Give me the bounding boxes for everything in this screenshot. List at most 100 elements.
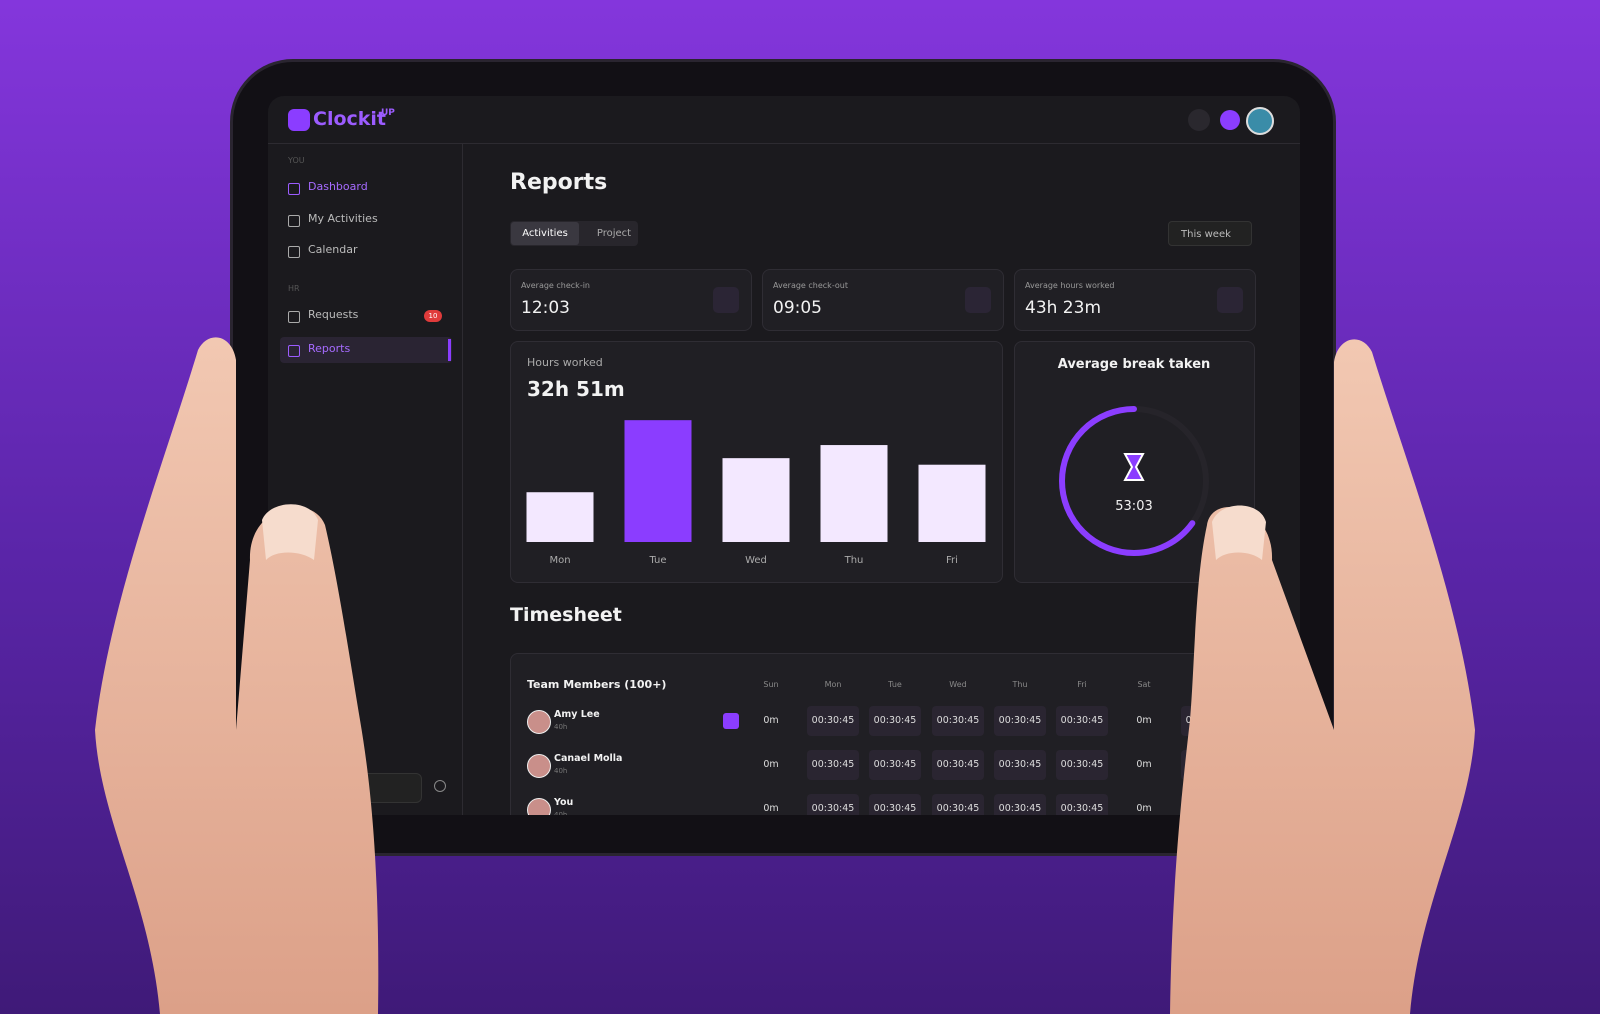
notification-button[interactable]: [1188, 109, 1210, 131]
time-cell: 00:30:45: [1056, 794, 1108, 815]
time-cell: 00:30:45: [869, 750, 921, 780]
stat-label: Average hours worked: [1025, 281, 1115, 290]
profile-avatar[interactable]: [1246, 107, 1274, 135]
nav-highlight: [280, 337, 452, 363]
bar-chart: Hours worked 32h 51m Mon Tue Wed Thu Fri: [526, 356, 986, 566]
stat-card: Average hours worked 43h 23m: [1014, 269, 1256, 331]
stat-label: Average check-out: [773, 281, 848, 290]
avatar: [527, 710, 551, 734]
nav-icon: [288, 183, 300, 195]
table-header: Sun: [763, 680, 779, 689]
nav-item[interactable]: Calendar: [308, 243, 358, 256]
member-hours: 40h: [554, 767, 568, 775]
chart-card: Hours worked 32h 51m Mon Tue Wed Thu Fri: [510, 341, 1003, 583]
table-header: Thu: [1012, 680, 1028, 689]
stat-card: Average check-out 09:05: [762, 269, 1004, 331]
time-cell: 00:30:45: [807, 794, 859, 815]
time-cell: 00:30:45: [807, 706, 859, 736]
time-cell: 00:30:45: [1181, 750, 1233, 780]
chart-total: 32h 51m: [527, 377, 625, 401]
time-cell: 00:30:45: [932, 794, 984, 815]
time-cell: 00:30:45: [1181, 794, 1233, 815]
open-button[interactable]: [723, 801, 739, 815]
nav-item[interactable]: Reports: [308, 342, 351, 355]
sidebar-user-dropdown[interactable]: [348, 773, 422, 803]
table-header: Fri: [1077, 680, 1087, 689]
x-tick-label: Mon: [549, 555, 570, 566]
nav-indicator: [448, 339, 451, 361]
timesheet-title: Timesheet: [510, 604, 622, 626]
x-tick-label: Tue: [648, 555, 666, 566]
break-ring: Average break taken 53:03: [1058, 357, 1211, 556]
stat-icon: [1217, 287, 1243, 313]
stat-label: Average check-in: [521, 281, 590, 290]
settings-button[interactable]: [434, 780, 446, 792]
screen: Clockit UP YOU Dashboard My Activities Calend…: [268, 96, 1300, 815]
nav-item[interactable]: Requests: [308, 308, 359, 321]
brand-name: Clockit: [313, 108, 387, 130]
table-header: Mon: [824, 680, 842, 689]
stat-value: 43h 23m: [1025, 298, 1102, 318]
time-cell: 0m: [763, 803, 779, 814]
brand-superscript: UP: [381, 108, 395, 118]
logo-icon: [288, 109, 310, 131]
sidebar: [268, 144, 463, 815]
time-cell: 0m: [763, 715, 779, 726]
time-cell: 0m: [1136, 803, 1152, 814]
avatar: [527, 754, 551, 778]
page-title: Reports: [510, 170, 608, 195]
member-hours: 40h: [554, 811, 568, 815]
open-button[interactable]: [723, 757, 739, 773]
stat-card: Average check-in 12:03: [510, 269, 752, 331]
bar: [624, 420, 692, 542]
avatar: [527, 798, 551, 815]
time-cell: 0m: [1136, 759, 1152, 770]
nav-icon: [288, 246, 300, 258]
bar: [918, 464, 986, 542]
member-name: Canael Molla: [554, 753, 623, 764]
section-label: YOU: [288, 156, 305, 165]
table-header: Team Members (100+): [527, 678, 667, 691]
time-cell: 00:30:45: [807, 750, 859, 780]
nav-icon: [288, 345, 300, 357]
break-card: Average break taken 53:03: [1014, 341, 1255, 583]
section-label: HR: [288, 284, 300, 293]
member-name: Amy Lee: [554, 709, 600, 720]
header: [268, 96, 1300, 144]
open-button[interactable]: [723, 713, 739, 729]
time-cell: 00:30:45: [1056, 750, 1108, 780]
bar: [526, 492, 594, 542]
break-value: 53:03: [1115, 499, 1152, 514]
theme-button[interactable]: [1220, 110, 1240, 130]
table-header: Sat: [1137, 680, 1151, 689]
hourglass-icon: [1123, 453, 1145, 481]
nav-icon: [288, 311, 300, 323]
badge: 10: [424, 310, 442, 322]
tab[interactable]: Activities: [511, 222, 579, 245]
table-header: Total: [1197, 680, 1217, 689]
table-header: Wed: [949, 680, 967, 689]
time-cell: 0m: [763, 759, 779, 770]
break-title: Average break taken: [1058, 357, 1211, 372]
x-tick-label: Thu: [844, 555, 864, 566]
time-cell: 00:30:45: [1056, 706, 1108, 736]
time-cell: 00:30:45: [869, 794, 921, 815]
nav-item[interactable]: My Activities: [308, 212, 378, 225]
nav-icon: [288, 215, 300, 227]
time-cell: 00:30:45: [932, 706, 984, 736]
time-cell: 0m: [1136, 715, 1152, 726]
time-cell: 00:30:45: [994, 794, 1046, 815]
stat-icon: [713, 287, 739, 313]
bar: [722, 458, 790, 542]
time-cell: 00:30:45: [932, 750, 984, 780]
tab[interactable]: Project: [596, 228, 632, 239]
chart-title: Hours worked: [527, 356, 603, 369]
period-select[interactable]: This week: [1168, 221, 1252, 246]
stat-value: 12:03: [521, 298, 570, 318]
table-header: Tue: [888, 680, 902, 689]
x-tick-label: Wed: [745, 555, 767, 566]
timesheet-card: Team Members (100+) Sun Mon Tue Wed Thu Fri Sat…: [510, 653, 1300, 815]
nav-item[interactable]: Dashboard: [308, 180, 368, 193]
time-cell: 00:30:45: [994, 706, 1046, 736]
